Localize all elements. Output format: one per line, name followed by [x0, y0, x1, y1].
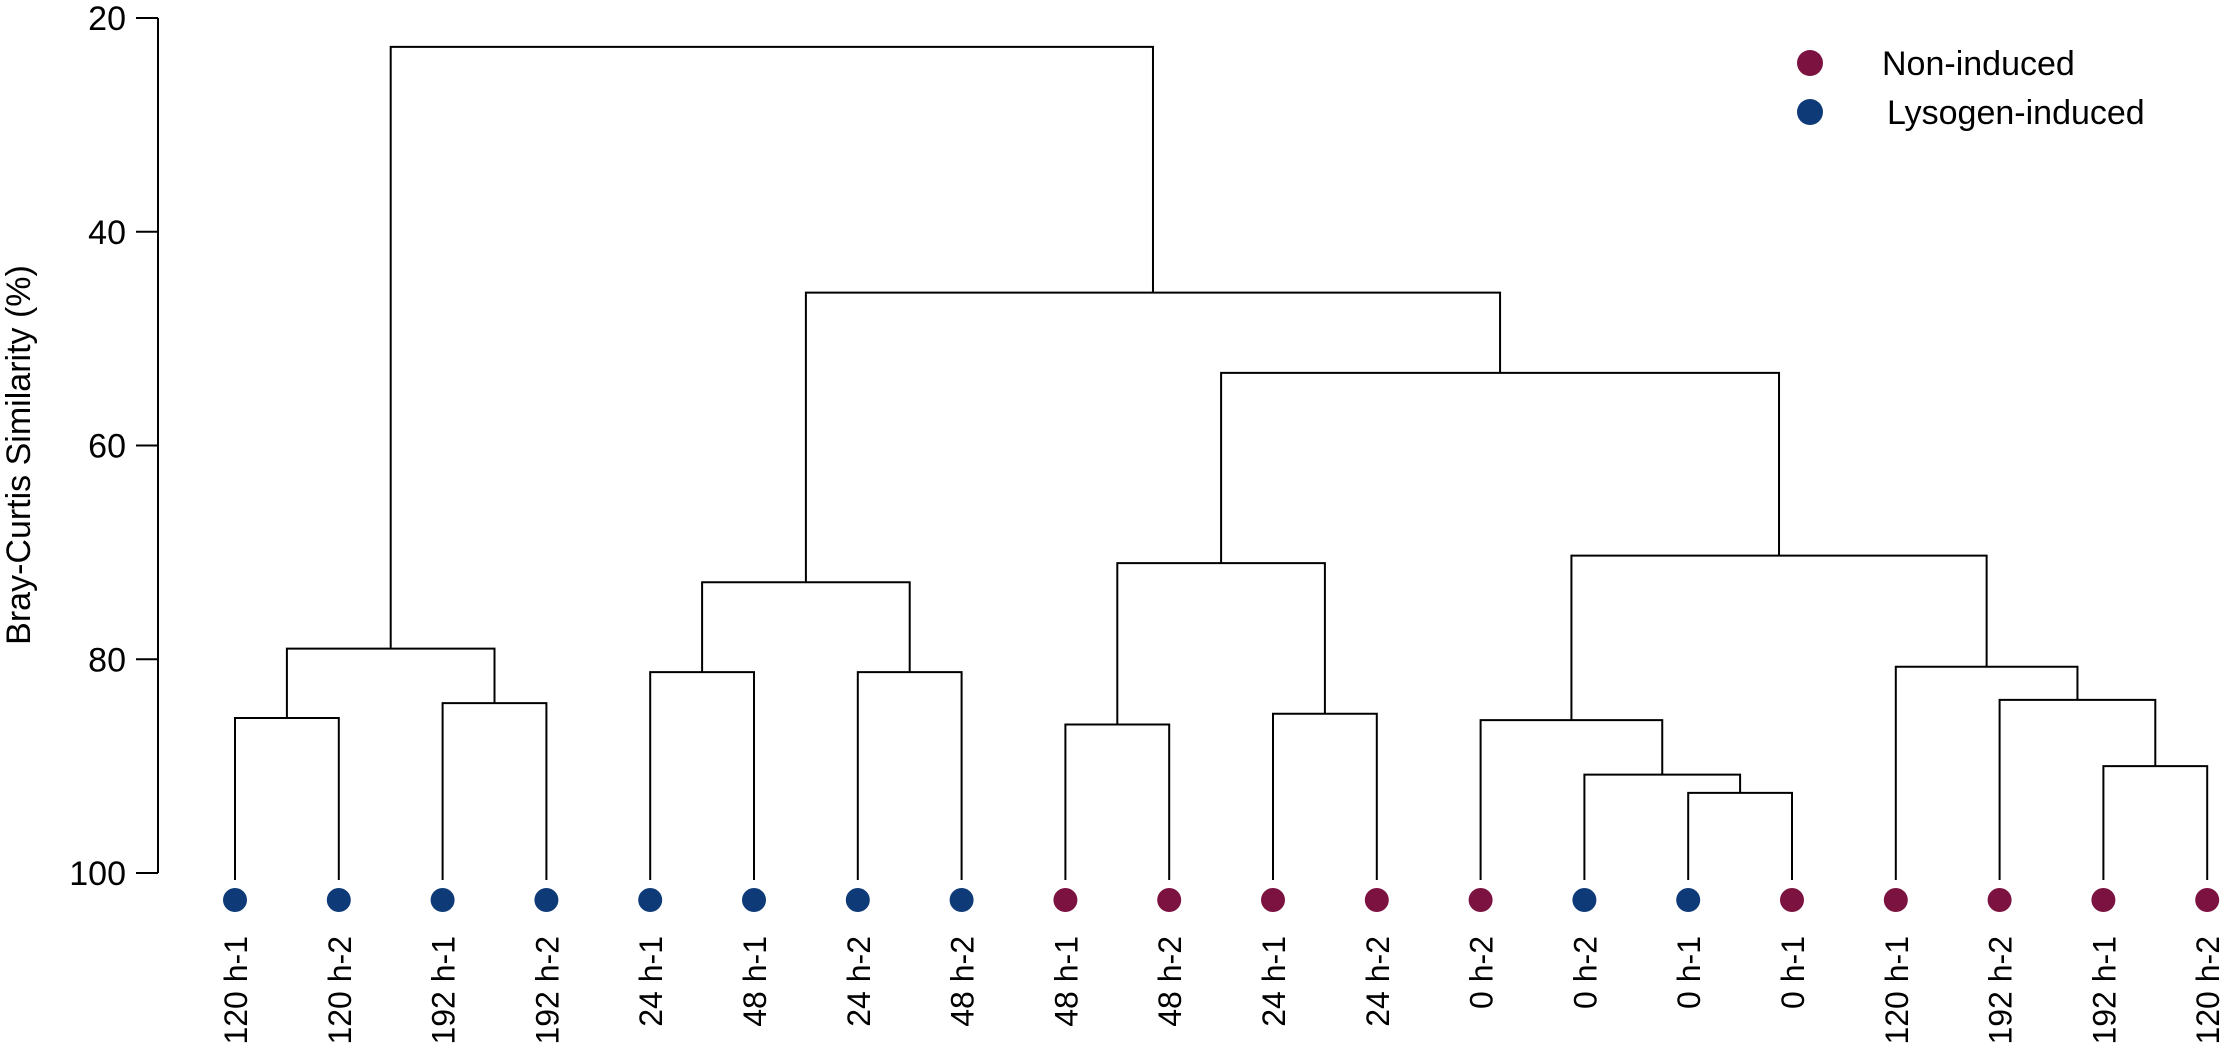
merge-c10 — [1687, 791, 1793, 880]
merge-c8 — [1272, 712, 1378, 880]
merge-c5 — [856, 671, 963, 880]
merge-c13 — [2102, 765, 2209, 880]
merge-c7 — [1064, 723, 1171, 880]
leaf-marker — [1053, 888, 1078, 912]
leaf-marker — [1883, 888, 1908, 912]
leaf-label: 0 h-2 — [1567, 936, 1603, 1009]
leaf-label: 120 h-1 — [1879, 936, 1915, 1045]
leaf-label: 192 h-2 — [529, 936, 565, 1045]
merge-c12 — [1479, 719, 1664, 880]
leaf-marker — [1572, 888, 1597, 912]
leaf-label: 120 h-1 — [218, 936, 254, 1045]
legend-label: Non-induced — [1882, 45, 2075, 83]
y-axis: 20 40 60 80 100 — [69, 0, 159, 893]
dendrogram-leaves: 120 h-1 120 h-2 192 h-1 192 h-2 24 h-1 48 h-1… — [218, 888, 2223, 1045]
leaf-label: 24 h-2 — [1360, 936, 1396, 1027]
leaf-marker — [223, 888, 247, 912]
leaf-marker — [1780, 888, 1804, 912]
merge-c9 — [1116, 562, 1326, 725]
leaf-label: 192 h-1 — [2086, 936, 2122, 1045]
y-axis-label: Bray-Curtis Similarity (%) — [0, 265, 38, 645]
merge-c6 — [701, 581, 911, 673]
leaf-marker — [534, 888, 559, 912]
merge-c1 — [234, 717, 340, 880]
leaf-label: 192 h-2 — [1983, 936, 2019, 1045]
leaf-label: 0 h-1 — [1671, 936, 1707, 1009]
leaf-marker — [1676, 888, 1701, 912]
leaf-label: 24 h-1 — [1256, 936, 1292, 1027]
leaf-marker — [1987, 888, 2012, 912]
leaf-label: 24 h-2 — [841, 936, 877, 1027]
leaf-marker — [845, 888, 870, 912]
leaf-marker — [949, 888, 974, 912]
leaf-label: 48 h-1 — [1048, 936, 1084, 1027]
merge-c11 — [1583, 773, 1742, 880]
dendrogram-links — [234, 45, 2209, 880]
leaf-marker — [1364, 888, 1389, 912]
leaf-label: 48 h-2 — [945, 936, 981, 1027]
legend-label: Lysogen-induced — [1887, 94, 2145, 132]
legend-marker — [1797, 99, 1823, 125]
leaf-label: 120 h-2 — [322, 936, 358, 1045]
leaf-marker — [638, 888, 663, 912]
leaf-marker — [2091, 888, 2116, 912]
legend-marker — [1797, 50, 1823, 76]
leaf-label: 120 h-2 — [2190, 936, 2223, 1045]
leaf-marker — [742, 888, 766, 912]
merge-c4 — [649, 671, 755, 880]
y-tick-label: 100 — [69, 855, 126, 893]
merge-c17 — [1220, 371, 1781, 564]
merge-c16 — [1570, 554, 1988, 721]
merge-c14 — [1998, 698, 2157, 880]
merge-c15 — [1894, 665, 2079, 880]
merge-c18 — [804, 291, 1502, 583]
leaf-marker — [326, 888, 351, 912]
merge-c19 — [389, 45, 1154, 649]
y-tick-label: 40 — [88, 214, 126, 252]
leaf-label: 24 h-1 — [633, 936, 669, 1027]
leaf-label: 48 h-1 — [737, 936, 773, 1027]
leaf-label: 48 h-2 — [1152, 936, 1188, 1027]
leaf-label: 0 h-2 — [1464, 936, 1500, 1009]
leaf-marker — [1157, 888, 1182, 912]
leaf-marker — [1261, 888, 1285, 912]
y-tick-label: 80 — [88, 641, 126, 679]
leaf-marker — [1468, 888, 1493, 912]
leaf-marker — [430, 888, 455, 912]
leaf-label: 192 h-1 — [426, 936, 462, 1045]
merge-c3 — [285, 647, 496, 719]
leaf-label: 0 h-1 — [1775, 936, 1811, 1009]
leaf-marker — [2195, 888, 2220, 912]
y-tick-label: 60 — [88, 428, 126, 466]
legend: Non-induced Lysogen-induced — [1797, 45, 2145, 132]
y-tick-label: 20 — [88, 0, 126, 38]
merge-c2 — [441, 702, 548, 880]
